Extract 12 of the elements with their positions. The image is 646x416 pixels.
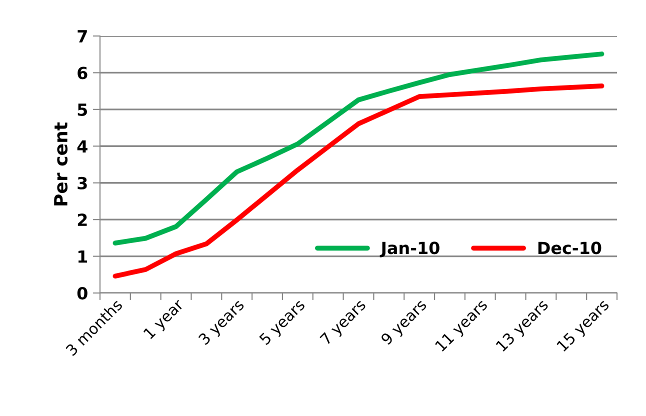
y-tick-label: 1: [78, 250, 88, 263]
y-tick-label: 2: [78, 214, 87, 226]
y-tick-label: 5: [78, 104, 88, 116]
line-series: [112, 84, 604, 279]
y-tick-label: 4: [77, 140, 88, 152]
y-tick-label: 6: [78, 66, 88, 80]
legend-label: Dec-10: [538, 242, 602, 254]
y-axis-title: Per cent: [54, 122, 68, 206]
legend-label: Jan-10: [380, 242, 440, 258]
y-tick-label: 0: [77, 286, 88, 300]
y-tick-label: 3: [78, 176, 87, 190]
y-tick-label: 7: [78, 30, 87, 42]
